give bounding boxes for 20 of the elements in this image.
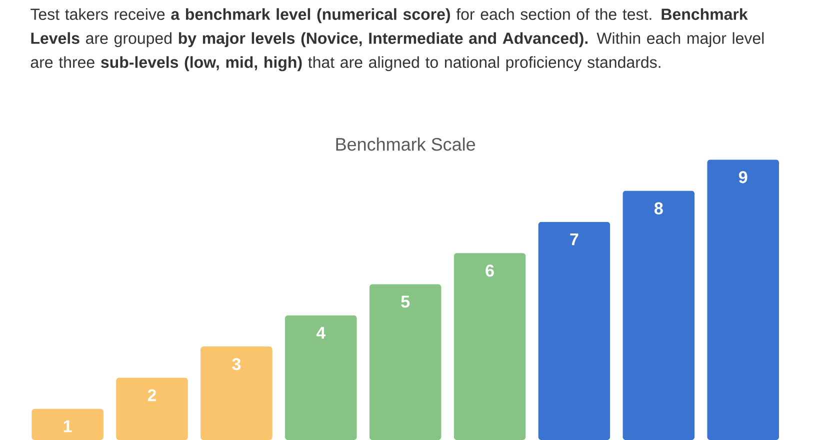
bar <box>200 346 272 440</box>
data-label: 4 <box>316 326 326 339</box>
bar <box>707 160 779 440</box>
bar <box>622 190 695 440</box>
bar <box>32 408 104 440</box>
text: Test takers receive a benchmark level (numerical score) for each section of the test. Benchmark Levels are grouped by major levels (Novice, Intermediate and Advanced). Within each major level are three sub-levels (low, mid, high) that are aligned to national proficiency standards. <box>30 8 764 72</box>
data-label: 1 <box>64 420 72 432</box>
bar <box>538 222 610 440</box>
data-label: 2 <box>148 389 156 402</box>
data-label: 9 <box>738 171 748 184</box>
bar <box>285 315 357 440</box>
data-label: 8 <box>654 202 663 214</box>
data-label: 6 <box>486 264 494 277</box>
chart-title: Benchmark Scale <box>336 138 476 151</box>
bar <box>454 253 526 440</box>
bar <box>116 378 188 440</box>
data-label: 7 <box>570 233 578 246</box>
data-label: 3 <box>232 358 241 370</box>
bar <box>369 284 442 440</box>
data-label: 5 <box>401 296 410 308</box>
